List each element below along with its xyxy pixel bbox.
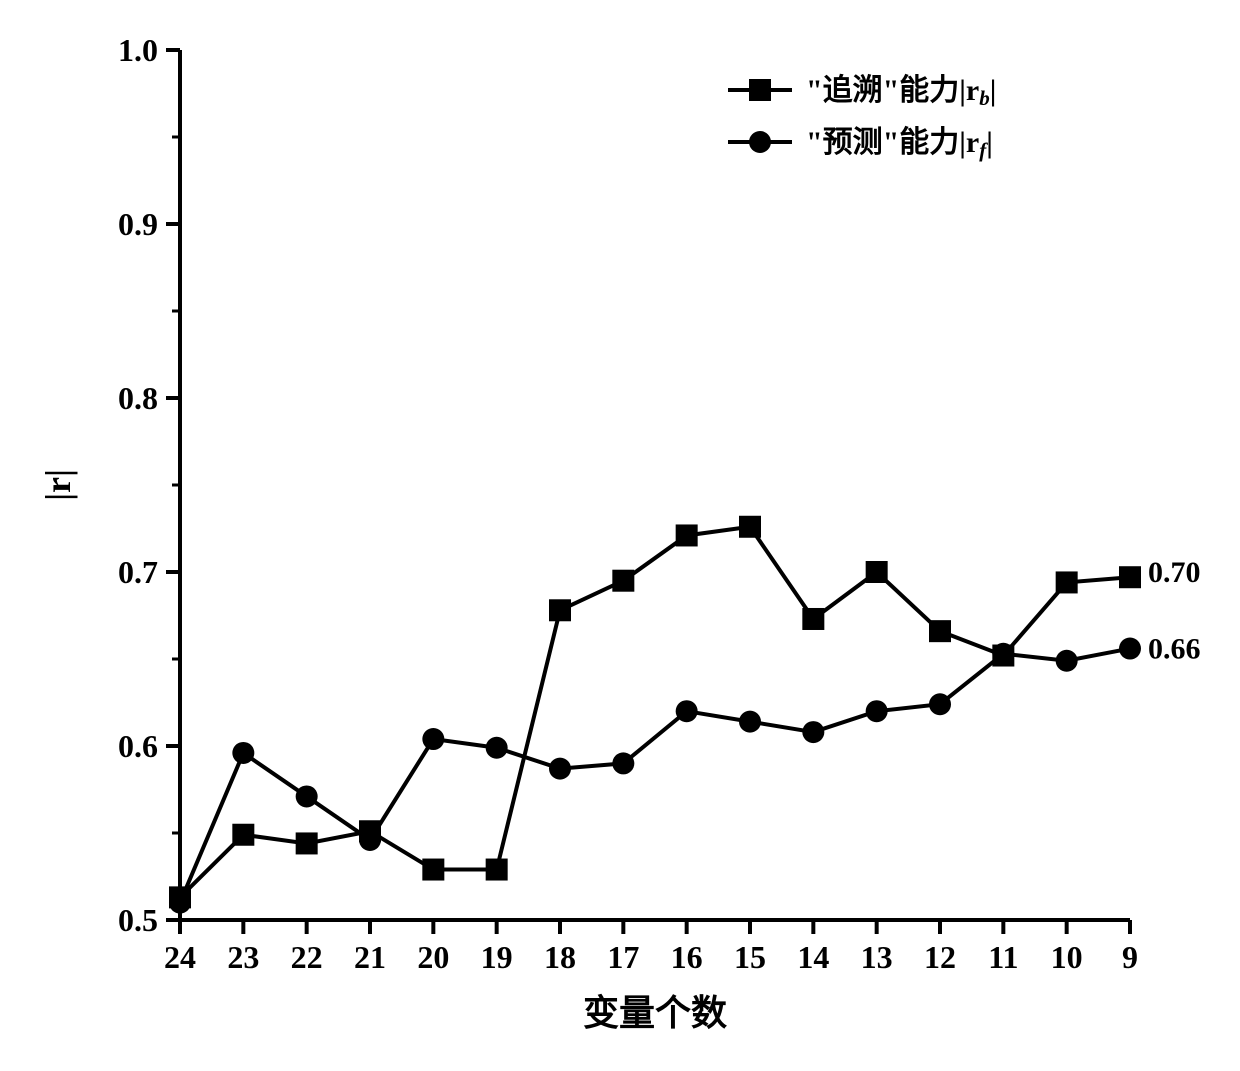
x-axis-label: 变量个数 bbox=[583, 992, 727, 1033]
x-tick-label: 12 bbox=[924, 939, 956, 975]
x-tick-label: 20 bbox=[417, 939, 449, 975]
data-annotation: 0.66 bbox=[1148, 633, 1201, 666]
x-tick-label: 17 bbox=[607, 939, 639, 975]
x-tick-label: 19 bbox=[481, 939, 513, 975]
y-tick-label: 1.0 bbox=[118, 32, 158, 68]
x-tick-label: 13 bbox=[861, 939, 893, 975]
x-tick-label: 11 bbox=[988, 939, 1018, 975]
x-tick-label: 9 bbox=[1122, 939, 1138, 975]
x-tick-label: 23 bbox=[227, 939, 259, 975]
legend-label: "预测"能力|rf| bbox=[806, 126, 993, 162]
x-tick-label: 10 bbox=[1051, 939, 1083, 975]
data-annotation: 0.70 bbox=[1148, 556, 1201, 589]
x-tick-label: 18 bbox=[544, 939, 576, 975]
line-chart: 0.5 0.6 0.7 0.8 0.9 1.0 24 23 22 21 20 19 18 17 16 15 14… bbox=[0, 0, 1240, 1071]
x-tick-label: 15 bbox=[734, 939, 766, 975]
y-tick-label: 0.7 bbox=[118, 554, 158, 590]
y-tick-label: 0.6 bbox=[118, 728, 158, 764]
x-tick-label: 14 bbox=[797, 939, 829, 975]
x-tick-label: 21 bbox=[354, 939, 386, 975]
y-tick-label: 0.8 bbox=[118, 380, 158, 416]
y-tick-label: 0.9 bbox=[118, 206, 158, 242]
y-tick-label: 0.5 bbox=[118, 902, 158, 938]
chart-container: 0.5 0.6 0.7 0.8 0.9 1.0 24 23 22 21 20 19 18 17 16 15 14… bbox=[0, 0, 1240, 1071]
x-tick-label: 22 bbox=[291, 939, 323, 975]
legend-label: "追溯"能力|rb| bbox=[806, 73, 996, 110]
x-tick-label: 24 bbox=[164, 939, 196, 975]
x-tick-label: 16 bbox=[671, 939, 703, 975]
y-axis-label: |r| bbox=[38, 469, 78, 501]
